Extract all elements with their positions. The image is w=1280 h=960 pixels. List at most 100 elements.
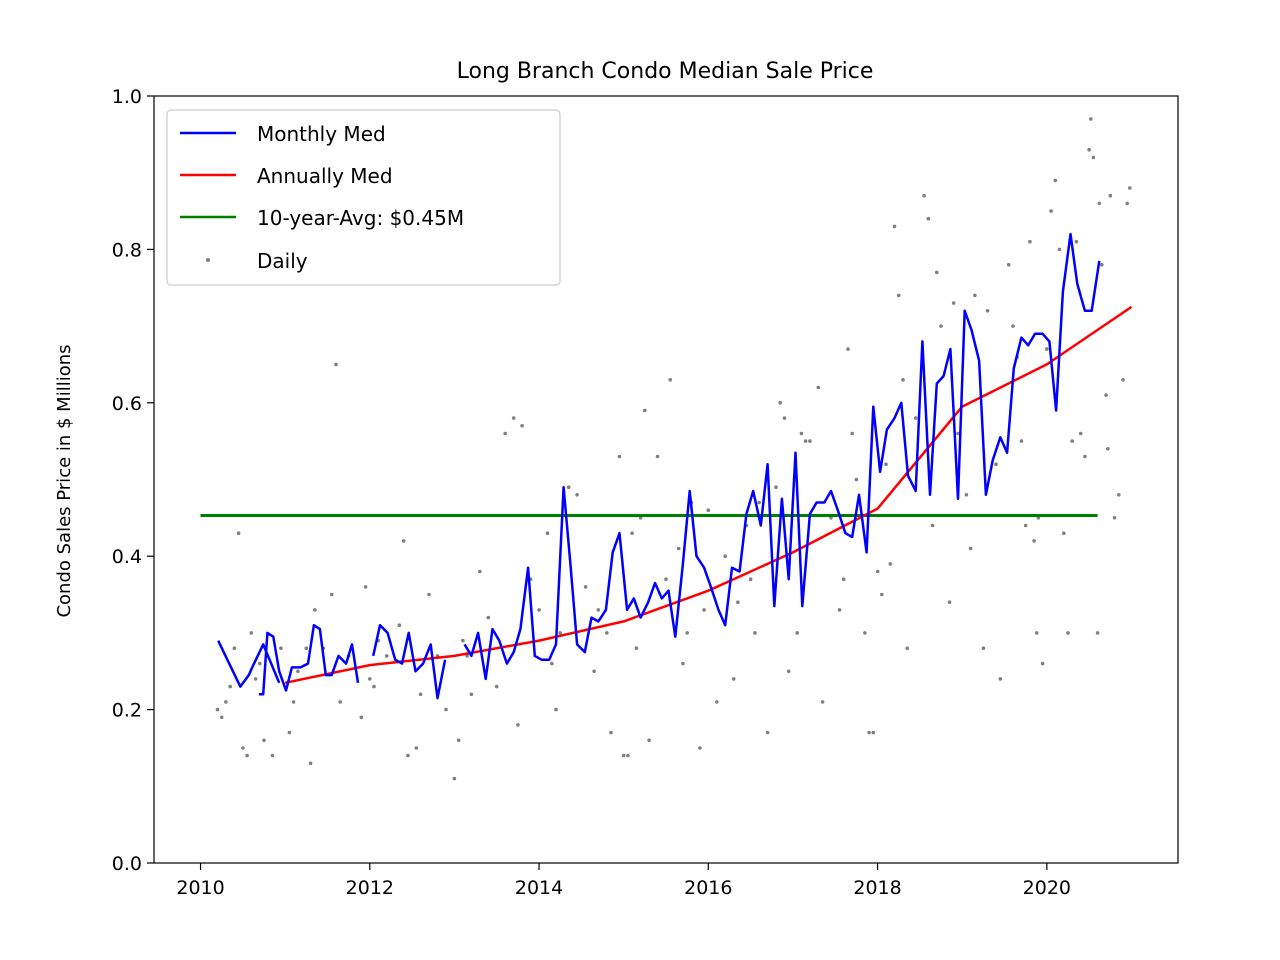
daily-point-15 [296, 669, 300, 674]
daily-point-148 [1091, 155, 1096, 160]
daily-point-46 [520, 424, 524, 428]
daily-point-19 [329, 592, 334, 597]
y-tick-label-4: 0.8 [112, 239, 142, 261]
daily-point-155 [1112, 516, 1117, 520]
daily-point-76 [715, 700, 719, 704]
daily-point-92 [816, 385, 821, 390]
daily-point-125 [994, 462, 998, 467]
daily-point-61 [626, 753, 630, 758]
daily-point-52 [566, 485, 571, 490]
daily-point-115 [935, 270, 939, 275]
daily-point-67 [664, 577, 668, 581]
daily-point-53 [575, 493, 579, 497]
daily-point-4 [232, 646, 237, 650]
plot-frame [153, 95, 1179, 864]
daily-point-128 [1011, 324, 1015, 328]
daily-point-50 [554, 707, 558, 712]
daily-point-83 [765, 730, 770, 735]
daily-point-57 [605, 631, 609, 635]
chart-title: Long Branch Condo Median Sale Price [457, 59, 874, 84]
daily-point-45 [516, 723, 520, 727]
daily-point-40 [478, 569, 482, 574]
monthly-line-segment-1 [258, 623, 360, 696]
daily-point-49 [545, 531, 550, 535]
daily-point-110 [905, 646, 909, 650]
daily-point-142 [1070, 439, 1074, 443]
daily-point-98 [850, 431, 854, 436]
daily-point-27 [384, 654, 389, 658]
legend-label-annual: Annually Med [257, 164, 393, 188]
daily-point-154 [1108, 193, 1113, 198]
daily-point-139 [1057, 247, 1062, 252]
daily-point-75 [706, 508, 711, 512]
daily-point-89 [799, 431, 804, 436]
daily-point-36 [452, 776, 457, 781]
daily-point-102 [871, 730, 876, 735]
daily-point-7 [245, 753, 249, 758]
daily-point-9 [258, 661, 262, 666]
daily-point-62 [630, 531, 634, 535]
daily-point-124 [985, 309, 990, 313]
daily-point-163 [550, 661, 554, 666]
daily-point-11 [270, 753, 275, 758]
daily-point-96 [841, 577, 846, 581]
daily-point-5 [236, 531, 241, 535]
legend-swatch-daily [206, 258, 210, 262]
daily-point-123 [981, 646, 986, 650]
daily-point-55 [592, 669, 596, 674]
monthly-line-segment-3 [463, 232, 1101, 681]
daily-point-141 [1066, 631, 1070, 635]
daily-point-100 [863, 631, 867, 635]
daily-point-158 [1125, 201, 1129, 206]
daily-point-166 [304, 646, 309, 650]
daily-point-35 [444, 707, 448, 712]
daily-point-132 [1028, 239, 1032, 244]
daily-point-161 [748, 577, 753, 581]
daily-point-51 [558, 631, 562, 635]
daily-point-1 [219, 715, 224, 720]
daily-point-146 [1087, 147, 1091, 152]
daily-point-16 [308, 761, 313, 766]
daily-point-104 [880, 592, 884, 597]
daily-point-133 [1032, 539, 1036, 543]
daily-point-71 [685, 631, 689, 635]
daily-point-65 [647, 738, 651, 743]
legend-box [166, 109, 561, 286]
daily-point-6 [241, 746, 245, 750]
daily-point-105 [884, 462, 888, 467]
y-tick-label-2: 0.4 [112, 546, 142, 568]
daily-point-64 [643, 408, 647, 413]
daily-point-151 [1100, 262, 1104, 267]
daily-point-117 [947, 600, 952, 604]
daily-point-144 [1078, 431, 1083, 436]
daily-point-136 [1045, 347, 1049, 351]
monthly-line-segment-0 [217, 640, 281, 688]
daily-point-73 [698, 746, 702, 750]
x-tick-label-4: 2018 [853, 877, 901, 899]
daily-point-38 [461, 638, 465, 643]
daily-point-79 [736, 600, 740, 604]
legend-label-avg: 10-year-Avg: $0.45M [257, 206, 464, 230]
daily-point-130 [1019, 439, 1024, 443]
x-tick-label-2: 2014 [515, 877, 563, 899]
daily-point-70 [681, 661, 685, 666]
daily-point-59 [617, 454, 622, 459]
daily-point-108 [896, 293, 901, 298]
daily-point-44 [511, 416, 516, 420]
daily-point-29 [401, 539, 406, 543]
legend: Monthly Med Annually Med 10-year-Avg: $0… [166, 109, 561, 286]
daily-point-84 [774, 485, 778, 490]
daily-point-101 [867, 730, 871, 735]
x-tick-label-1: 2012 [346, 877, 394, 899]
daily-point-93 [820, 700, 825, 704]
daily-point-114 [930, 523, 935, 528]
daily-point-39 [469, 692, 474, 697]
daily-point-2 [224, 700, 228, 704]
daily-point-122 [973, 293, 977, 298]
daily-point-152 [1104, 393, 1108, 397]
daily-point-66 [655, 454, 660, 459]
daily-point-41 [486, 615, 491, 620]
daily-point-21 [338, 700, 343, 704]
daily-point-48 [537, 608, 541, 612]
